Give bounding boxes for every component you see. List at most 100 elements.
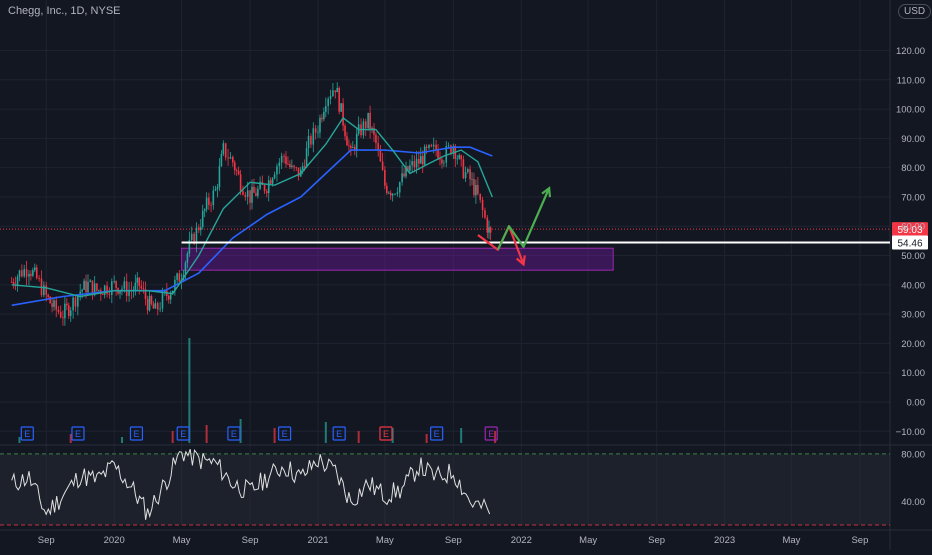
- candle-body: [138, 277, 141, 286]
- candle-body: [473, 179, 475, 196]
- volume-bar: [273, 428, 276, 443]
- earnings-marker: [379, 426, 393, 441]
- volume-bar: [69, 434, 72, 443]
- volume-bar: [120, 437, 123, 443]
- volume-bar: [324, 422, 327, 443]
- candle-body: [106, 285, 108, 294]
- candle-body: [307, 136, 310, 149]
- volume-bar: [357, 431, 360, 443]
- candle-body: [38, 278, 40, 279]
- candle-body: [28, 273, 30, 277]
- x-tick-label: 2021: [307, 535, 328, 546]
- candle-body: [303, 166, 306, 168]
- x-tick-label: May: [376, 535, 394, 546]
- candle-body: [488, 227, 490, 233]
- candle-body: [237, 170, 240, 175]
- candle-body: [111, 281, 113, 295]
- candle-body: [201, 210, 204, 228]
- currency-button[interactable]: USD: [898, 4, 932, 19]
- candle-body: [312, 128, 315, 145]
- earnings-marker: [277, 426, 292, 441]
- candle-body: [257, 188, 259, 196]
- volume-bar: [425, 434, 428, 443]
- earnings-label: E: [434, 429, 440, 439]
- candle-body: [340, 103, 342, 112]
- earnings-marker: [332, 426, 346, 441]
- candle-body: [249, 190, 251, 203]
- candle-body: [83, 280, 85, 290]
- candle-body: [16, 276, 19, 285]
- candle-body: [251, 186, 253, 203]
- candle-body: [246, 190, 249, 197]
- candle-body: [283, 155, 285, 157]
- earnings-label: E: [133, 429, 139, 439]
- candle-body: [159, 308, 161, 310]
- candle-body: [411, 161, 413, 166]
- candle-body: [259, 181, 261, 189]
- candle-body: [310, 136, 312, 145]
- candle-body: [409, 165, 411, 171]
- candle-body: [210, 204, 212, 206]
- earnings-label: E: [24, 429, 30, 439]
- candle-body: [164, 290, 166, 294]
- candle-body: [419, 155, 422, 164]
- candle-body: [452, 146, 455, 154]
- candle-body: [405, 166, 407, 177]
- candle-body: [321, 117, 323, 120]
- candle-body: [413, 161, 416, 168]
- candle-body: [332, 90, 334, 97]
- candle-body: [271, 178, 274, 184]
- candle-body: [430, 144, 433, 147]
- candle-body: [285, 156, 287, 164]
- candle-body: [346, 136, 348, 146]
- candle-body: [148, 295, 151, 311]
- candle-body: [218, 166, 221, 188]
- candle-body: [484, 210, 486, 218]
- candle-body: [253, 186, 255, 193]
- candle-body: [342, 103, 344, 126]
- candle-body: [334, 90, 337, 93]
- candle-body: [59, 312, 62, 318]
- volume-bar: [18, 437, 21, 443]
- candle-body: [235, 170, 238, 172]
- candle-body: [460, 155, 462, 160]
- candle-body: [186, 253, 189, 263]
- candle-body: [462, 159, 465, 179]
- candle-body: [467, 169, 469, 173]
- rsi-tick-label: 80.00: [901, 449, 925, 460]
- candle-body: [140, 285, 143, 289]
- y-tick-label: 100.00: [896, 105, 925, 116]
- y-tick-label: 120.00: [896, 46, 925, 57]
- candle-body: [91, 280, 94, 296]
- x-tick-label: Sep: [242, 535, 259, 546]
- candle-body: [47, 294, 49, 297]
- candle-body: [477, 185, 479, 194]
- x-tick-label: 2023: [714, 535, 735, 546]
- earnings-marker: [227, 426, 241, 441]
- x-tick-label: Sep: [851, 535, 868, 546]
- candle-body: [464, 172, 467, 179]
- arrow-head: [515, 255, 526, 267]
- y-tick-label: 90.00: [901, 134, 925, 145]
- candle-body: [291, 165, 293, 167]
- candle-body: [418, 158, 420, 164]
- candle-body: [450, 145, 452, 154]
- candle-body: [74, 297, 77, 307]
- candle-body: [72, 297, 74, 311]
- candle-body: [30, 273, 32, 276]
- candle-body: [119, 290, 121, 294]
- chart-title: Chegg, Inc., 1D, NYSE: [8, 5, 121, 17]
- candle-body: [216, 187, 219, 190]
- candle-body: [273, 174, 276, 179]
- candle-body: [150, 295, 153, 304]
- support-zone: [181, 247, 614, 271]
- volume-bar: [188, 338, 191, 443]
- candle-body: [144, 289, 147, 299]
- candle-body: [423, 146, 426, 165]
- earnings-label: E: [282, 429, 288, 439]
- candle-body: [421, 155, 424, 165]
- candle-body: [401, 173, 403, 183]
- candle-body: [21, 270, 23, 277]
- candle-body: [428, 144, 430, 148]
